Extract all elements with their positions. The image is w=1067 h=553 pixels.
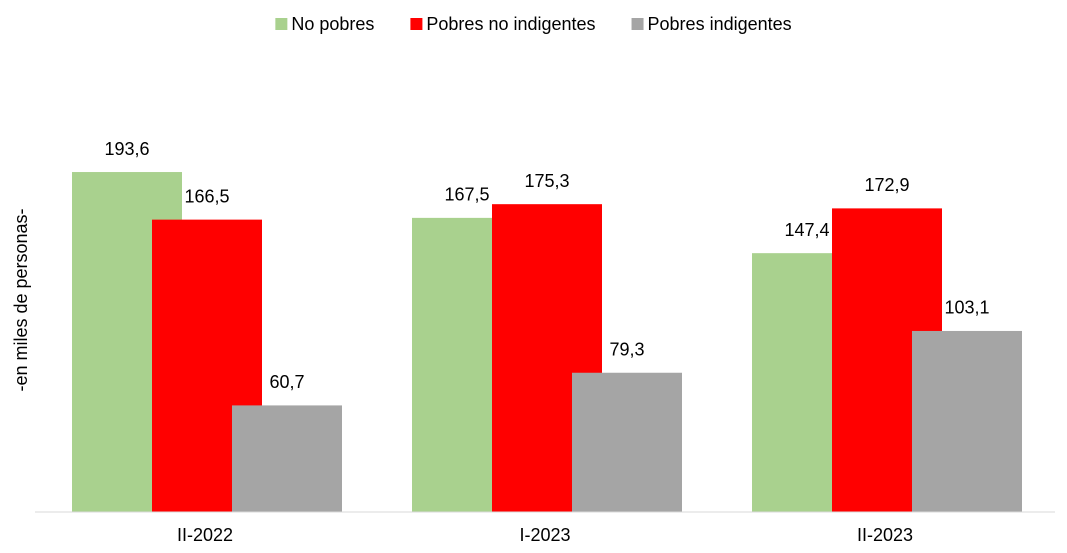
data-label: 175,3	[524, 171, 569, 191]
data-label: 147,4	[784, 220, 829, 240]
bar	[232, 405, 342, 512]
bar	[912, 330, 1022, 512]
bar	[572, 372, 682, 512]
data-label: 166,5	[184, 186, 229, 206]
data-label: 193,6	[104, 139, 149, 159]
x-tick-label: II-2022	[177, 525, 233, 545]
x-tick-label: I-2023	[519, 525, 570, 545]
legend-swatch	[275, 18, 288, 30]
data-label: 60,7	[269, 372, 304, 392]
data-label: 103,1	[944, 298, 989, 318]
data-label: 172,9	[864, 175, 909, 195]
data-label: 79,3	[609, 339, 644, 359]
x-tick-label: II-2023	[857, 525, 913, 545]
legend-swatch	[410, 18, 423, 30]
y-axis-label: -en miles de personas-	[11, 208, 31, 391]
legend-label: No pobres	[291, 14, 374, 34]
data-label: 167,5	[444, 185, 489, 205]
legend-swatch	[631, 18, 644, 30]
legend-label: Pobres no indigentes	[426, 14, 595, 34]
legend-label: Pobres indigentes	[648, 14, 792, 34]
